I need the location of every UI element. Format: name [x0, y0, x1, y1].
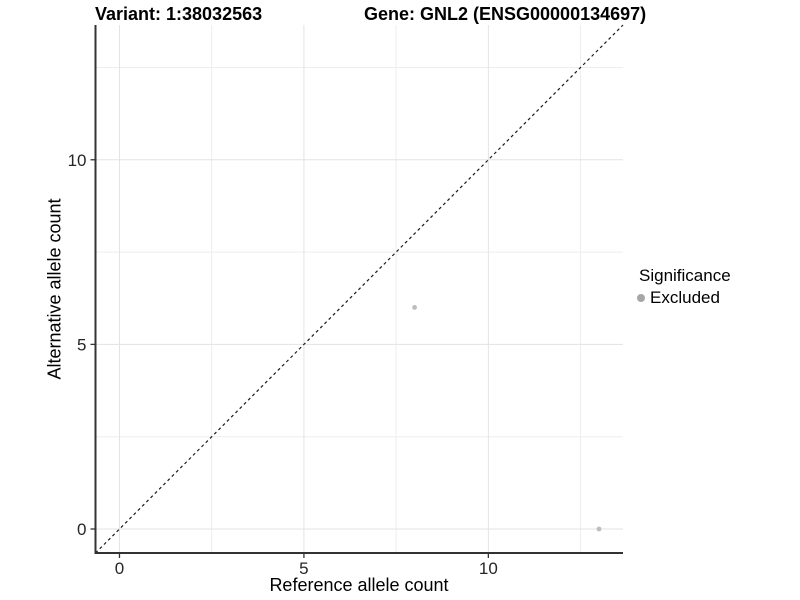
legend: Significance Excluded	[637, 266, 731, 308]
legend-item-label: Excluded	[650, 288, 720, 307]
data-point[interactable]	[596, 526, 602, 532]
y-tick-label: 0	[77, 520, 86, 539]
x-axis-title: Reference allele count	[269, 575, 449, 595]
legend-item: Excluded	[637, 288, 731, 308]
plot-title-gene: Gene: GNL2 (ENSG00000134697)	[364, 4, 647, 24]
legend-key-dot-icon	[637, 294, 645, 302]
identity-dashed-line	[95, 24, 624, 554]
plot-title-variant: Variant: 1:38032563	[95, 4, 263, 24]
x-tick-label: 10	[479, 559, 498, 578]
y-axis-title: Alternative allele count	[44, 198, 65, 380]
legend-items: Excluded	[637, 288, 731, 308]
data-point[interactable]	[412, 305, 417, 310]
y-tick-label: 10	[68, 151, 87, 170]
x-tick-label: 0	[115, 559, 124, 578]
y-tick-label: 5	[77, 335, 86, 354]
legend-title: Significance	[639, 266, 731, 285]
x-tick-label: 5	[299, 559, 308, 578]
